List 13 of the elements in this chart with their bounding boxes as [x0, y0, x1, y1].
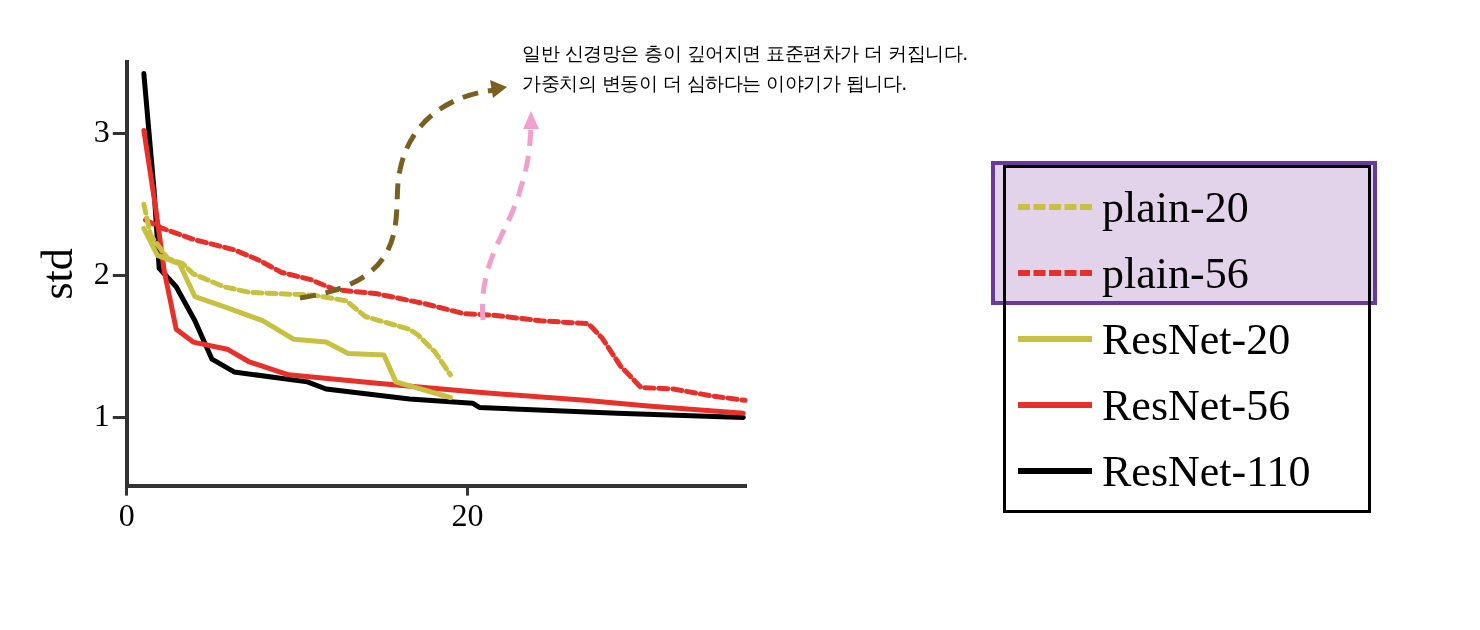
annotation: 일반 신경망은 층이 깊어지면 표준편차가 더 커집니다. [522, 41, 968, 66]
annotation: 가중치의 변동이 더 심하다는 이야기가 됩니다. [522, 71, 908, 96]
legend-label: plain-56 [1102, 247, 1249, 299]
legend-label: plain-20 [1102, 181, 1249, 233]
legend-label: ResNet-110 [1102, 445, 1311, 497]
x-tick-label: 0 [118, 497, 135, 534]
y-axis-title: std [32, 248, 82, 300]
legend-label: ResNet-20 [1102, 313, 1291, 365]
y-tick-label: 2 [93, 254, 110, 291]
legend-label: ResNet-56 [1102, 379, 1291, 431]
x-tick-label: 20 [451, 497, 484, 534]
y-tick-label: 3 [93, 112, 110, 149]
y-tick-label: 1 [93, 396, 110, 433]
